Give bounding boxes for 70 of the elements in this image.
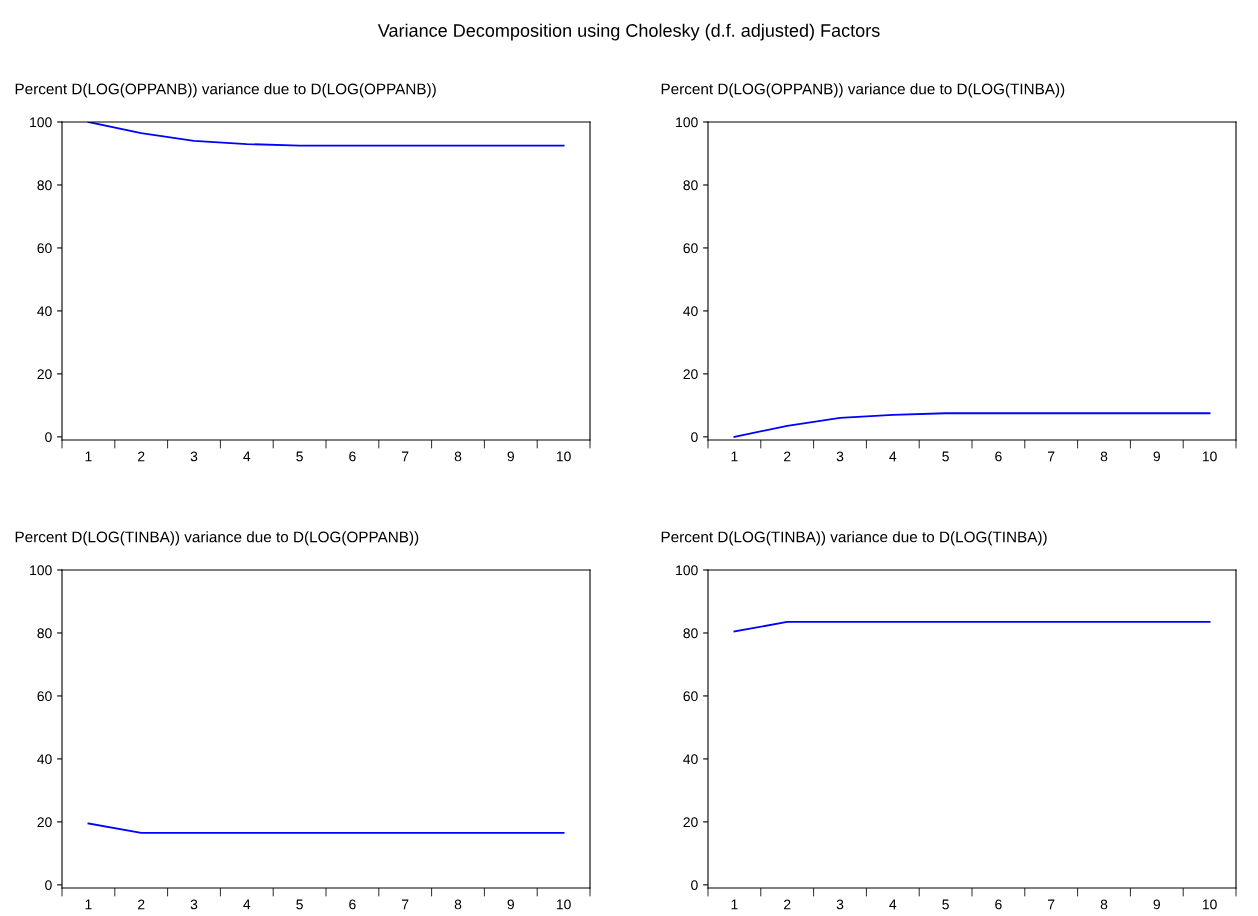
x-tick-label: 3 [190, 451, 198, 462]
y-tick-label: 80 [683, 180, 698, 191]
y-tick-label: 100 [30, 117, 52, 128]
x-tick-label: 9 [1153, 899, 1160, 910]
x-tick-label: 8 [1100, 451, 1108, 462]
x-tick-label: 4 [889, 899, 897, 910]
y-tick-label: 20 [683, 817, 698, 828]
y-tick-label: 100 [676, 565, 698, 576]
x-tick-label: 4 [243, 899, 251, 910]
y-tick-label: 80 [37, 180, 52, 191]
y-tick-label: 40 [37, 754, 52, 765]
x-tick-label: 10 [1202, 899, 1217, 910]
y-tick-label: 80 [683, 628, 698, 639]
y-tick-label: 0 [691, 432, 698, 443]
x-tick-label: 1 [731, 451, 738, 462]
x-tick-label: 2 [138, 451, 145, 462]
x-tick-label: 1 [85, 451, 92, 462]
x-tick-label: 3 [836, 451, 844, 462]
y-tick-label: 100 [676, 117, 698, 128]
y-tick-label: 20 [37, 369, 52, 380]
y-tick-label: 0 [45, 432, 52, 443]
x-tick-label: 2 [138, 899, 145, 910]
y-tick-label: 40 [683, 306, 698, 317]
chart-title: Percent D(LOG(TINBA)) variance due to D(LOG(TINBA)) [661, 531, 1047, 546]
x-tick-label: 10 [556, 451, 571, 462]
x-tick-label: 9 [1153, 451, 1160, 462]
x-tick-label: 6 [995, 451, 1002, 462]
chart-title: Percent D(LOG(OPPANB)) variance due to D(LOG(TINBA)) [661, 83, 1065, 98]
y-tick-label: 20 [37, 817, 52, 828]
chart-title: Percent D(LOG(OPPANB)) variance due to D(LOG(OPPANB)) [15, 83, 436, 98]
x-tick-label: 9 [507, 899, 514, 910]
x-tick-label: 8 [454, 451, 462, 462]
x-tick-label: 5 [942, 899, 949, 910]
y-tick-label: 80 [37, 628, 52, 639]
y-tick-label: 0 [691, 880, 698, 891]
x-tick-label: 2 [784, 899, 791, 910]
x-tick-label: 8 [454, 899, 462, 910]
x-tick-label: 3 [190, 899, 198, 910]
line-series [733, 412, 1211, 438]
x-tick-label: 5 [942, 451, 949, 462]
x-tick-label: 8 [1100, 899, 1108, 910]
x-tick-label: 7 [1048, 451, 1055, 462]
x-tick-label: 4 [889, 451, 897, 462]
x-tick-label: 1 [85, 899, 92, 910]
y-tick-label: 40 [37, 306, 52, 317]
x-tick-label: 5 [296, 451, 303, 462]
x-tick-label: 9 [507, 451, 514, 462]
x-tick-label: 10 [1202, 451, 1217, 462]
x-tick-label: 7 [402, 899, 409, 910]
text: Variance Decomposition using Cholesky (d.f. adjusted) Factors [377, 23, 880, 41]
y-tick-label: 60 [683, 243, 698, 254]
x-tick-label: 6 [995, 899, 1002, 910]
x-tick-label: 7 [402, 451, 409, 462]
x-tick-label: 1 [731, 899, 738, 910]
x-tick-label: 4 [243, 451, 251, 462]
y-tick-label: 0 [45, 880, 52, 891]
x-tick-label: 2 [784, 451, 791, 462]
x-tick-label: 3 [836, 899, 844, 910]
y-tick-label: 60 [37, 243, 52, 254]
x-tick-label: 7 [1048, 899, 1055, 910]
y-tick-label: 100 [30, 565, 52, 576]
x-tick-label: 10 [556, 899, 571, 910]
x-tick-label: 6 [349, 899, 356, 910]
y-tick-label: 60 [37, 691, 52, 702]
x-tick-label: 6 [349, 451, 356, 462]
x-tick-label: 5 [296, 899, 303, 910]
y-tick-label: 60 [683, 691, 698, 702]
chart-title: Percent D(LOG(TINBA)) variance due to D(LOG(OPPANB)) [15, 531, 419, 546]
y-tick-label: 20 [683, 369, 698, 380]
y-tick-label: 40 [683, 754, 698, 765]
